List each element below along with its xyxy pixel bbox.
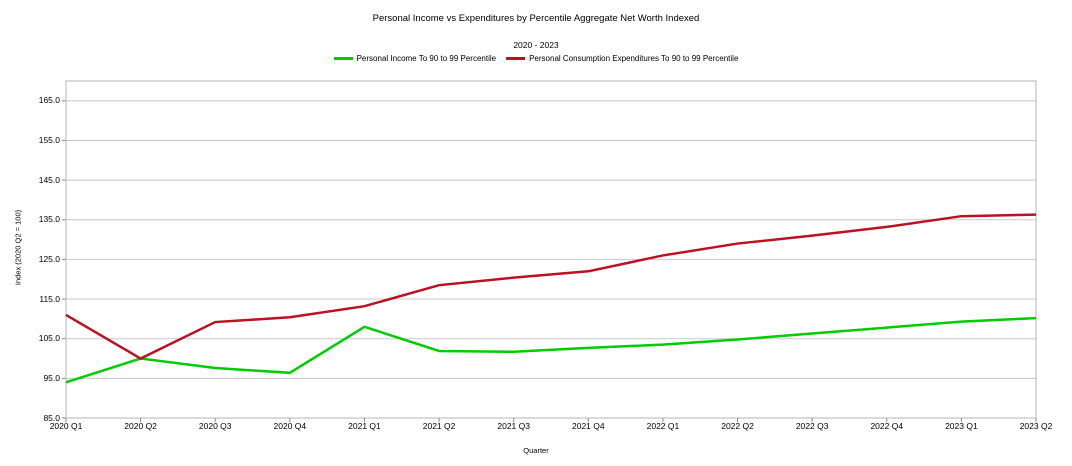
- x-tick-label: 2022 Q4: [870, 421, 904, 431]
- chart-title: Personal Income vs Expenditures by Perce…: [372, 13, 700, 24]
- y-tick-label: 125.0: [38, 253, 60, 264]
- x-tick-label: 2023 Q1: [945, 421, 978, 431]
- y-tick-label: 165.0: [38, 95, 60, 106]
- legend-label: Personal Consumption Expenditures To 90 …: [529, 54, 739, 63]
- x-tick-label: 2020 Q3: [198, 421, 232, 431]
- x-tick-label: 2023 Q2: [1019, 421, 1053, 431]
- legend-label: Personal Income To 90 to 99 Percentile: [356, 54, 497, 63]
- y-tick-label: 115.0: [39, 293, 60, 304]
- y-tick-label: 85.0: [43, 412, 60, 423]
- x-axis-title: Quarter: [523, 446, 549, 455]
- x-tick-label: 2022 Q2: [721, 421, 754, 431]
- y-tick-label: 155.0: [38, 134, 60, 145]
- x-tick-label: 2021 Q2: [422, 421, 456, 431]
- legend-swatch-icon: [506, 57, 526, 60]
- legend-item-1: Personal Consumption Expenditures To 90 …: [506, 54, 738, 63]
- x-tick-label: 2020 Q4: [273, 421, 307, 431]
- y-tick-label: 145.0: [38, 174, 60, 185]
- y-tick-label: 105.0: [38, 333, 60, 344]
- series-line-1: [65, 213, 1037, 360]
- legend-swatch-icon: [333, 57, 353, 60]
- series-line-0: [65, 316, 1037, 384]
- legend-item-0: Personal Income To 90 to 99 Percentile: [333, 54, 497, 63]
- chart-legend: Personal Income To 90 to 99 Percentile Pe…: [0, 54, 1072, 63]
- x-tick-label: 2022 Q1: [646, 421, 680, 431]
- x-tick-label: 2020 Q2: [124, 421, 157, 431]
- chart-subtitle: 2020 - 2023: [513, 40, 559, 50]
- x-tick-label: 2020 Q1: [49, 421, 83, 431]
- x-tick-label: 2021 Q3: [497, 421, 530, 431]
- x-tick-label: 2021 Q4: [571, 421, 605, 431]
- plot-frame: [65, 80, 1037, 419]
- y-tick-label: 95.0: [43, 372, 60, 383]
- x-tick-label: 2021 Q1: [348, 421, 381, 431]
- y-tick-label: 135.0: [38, 214, 60, 225]
- x-tick-label: 2022 Q3: [795, 421, 829, 431]
